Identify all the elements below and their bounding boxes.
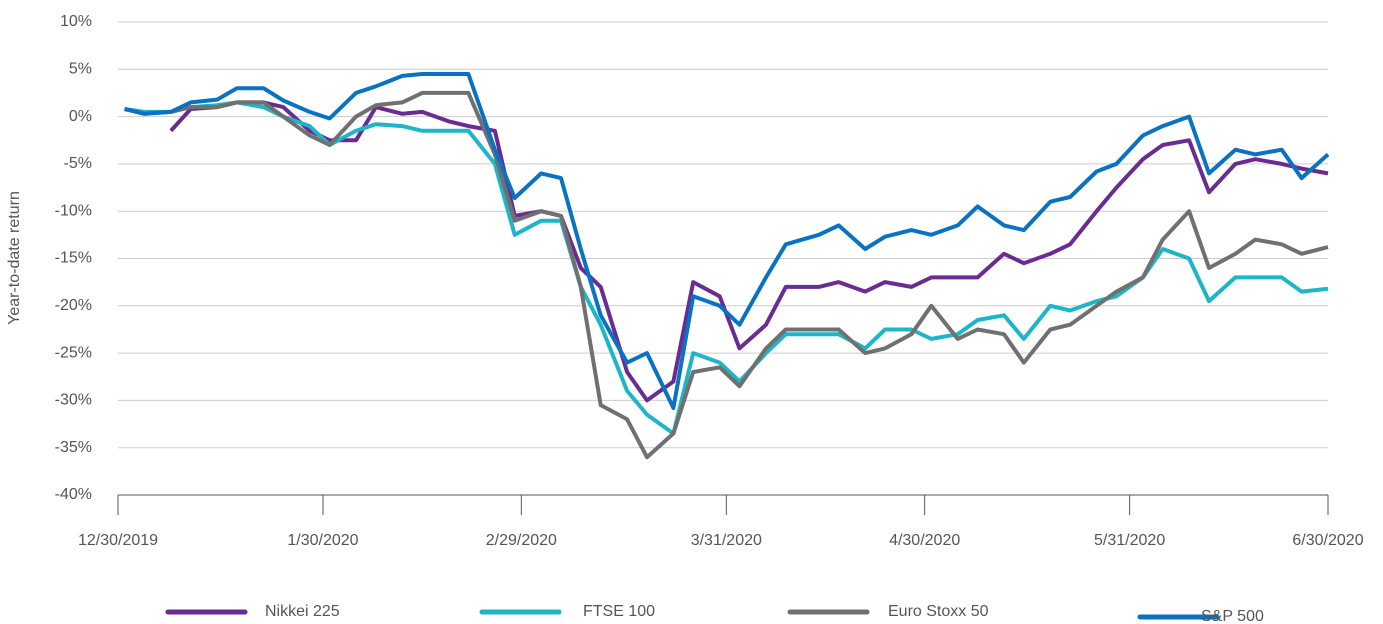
y-tick-label: 0% bbox=[69, 108, 92, 125]
x-tick-label: 1/30/2020 bbox=[287, 532, 358, 549]
x-tick-label: 3/31/2020 bbox=[691, 532, 762, 549]
y-tick-label: -40% bbox=[55, 486, 92, 503]
legend-label: Euro Stoxx 50 bbox=[888, 603, 989, 620]
y-axis-label: Year-to-date return bbox=[6, 191, 23, 325]
x-tick-label: 6/30/2020 bbox=[1292, 532, 1363, 549]
series-line bbox=[124, 100, 1329, 436]
y-tick-label: -5% bbox=[64, 155, 92, 172]
x-tick-label: 5/31/2020 bbox=[1094, 532, 1165, 549]
legend-label: S&P 500 bbox=[1201, 608, 1264, 624]
series-line bbox=[124, 72, 1330, 410]
y-tick-label: -20% bbox=[55, 297, 92, 314]
y-tick-label: -10% bbox=[55, 202, 92, 219]
x-tick-label: 2/29/2020 bbox=[486, 532, 557, 549]
y-tick-label: -30% bbox=[55, 392, 92, 409]
legend-label: FTSE 100 bbox=[583, 603, 655, 620]
series-line bbox=[124, 90, 1329, 460]
y-tick-label: -25% bbox=[55, 344, 92, 361]
x-tick-label: 4/30/2020 bbox=[889, 532, 960, 549]
y-tick-label: -35% bbox=[55, 439, 92, 456]
legend-label: Nikkei 225 bbox=[265, 603, 340, 620]
x-tick-label: 12/30/2019 bbox=[78, 532, 158, 549]
y-tick-label: -15% bbox=[55, 250, 92, 267]
y-tick-label: 10% bbox=[60, 13, 92, 30]
y-tick-label: 5% bbox=[69, 61, 92, 78]
